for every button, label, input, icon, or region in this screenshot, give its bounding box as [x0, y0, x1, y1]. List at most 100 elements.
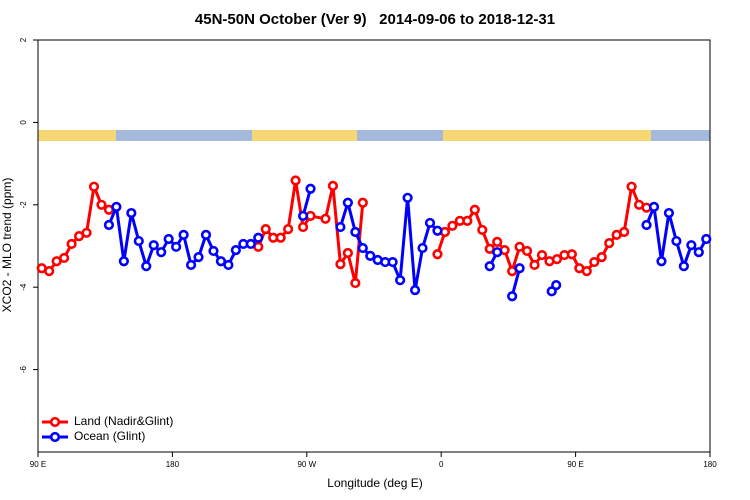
- series-line: [41, 178, 648, 285]
- data-point: [350, 226, 361, 238]
- data-point: [118, 256, 129, 267]
- data-point: [604, 238, 615, 249]
- x-tick-label: 90 W: [297, 460, 316, 469]
- data-point: [342, 247, 353, 259]
- x-axis-label: Longitude (deg E): [327, 476, 422, 490]
- data-point: [536, 249, 548, 261]
- data-point: [245, 238, 256, 250]
- data-point: [492, 247, 503, 258]
- data-point: [551, 280, 562, 291]
- data-point: [462, 215, 473, 226]
- data-point: [678, 261, 689, 272]
- data-point: [619, 226, 630, 238]
- data-point: [357, 242, 368, 254]
- data-point: [671, 235, 682, 247]
- data-point: [200, 229, 212, 240]
- data-point: [551, 254, 563, 265]
- data-point: [335, 259, 346, 270]
- x-tick-label: 90 E: [567, 460, 583, 469]
- land-band: [38, 130, 116, 141]
- data-point: [447, 220, 458, 231]
- data-point: [320, 213, 331, 224]
- data-point: [297, 210, 309, 222]
- chart-title: 45N-50N October (Ver 9) 2014-09-06 to 20…: [195, 11, 555, 28]
- data-point: [215, 256, 227, 267]
- data-point: [686, 240, 697, 251]
- data-point: [641, 219, 652, 231]
- land-band: [252, 130, 357, 141]
- data-point: [297, 221, 309, 233]
- data-point: [193, 252, 204, 263]
- data-point: [335, 221, 346, 233]
- data-point: [290, 175, 301, 186]
- data-point: [342, 197, 353, 208]
- data-point: [230, 245, 241, 256]
- data-point: [648, 201, 660, 212]
- data-point: [44, 266, 55, 277]
- data-point: [693, 247, 704, 258]
- legend-label: Land (Nadir&Glint): [74, 414, 173, 428]
- plot-frame: [37, 39, 711, 453]
- data-point: [701, 233, 712, 245]
- data-point: [365, 250, 376, 261]
- data-point: [484, 261, 495, 272]
- data-point: [103, 219, 115, 231]
- data-point: [327, 180, 339, 191]
- data-point: [514, 241, 525, 252]
- data-point: [566, 249, 577, 260]
- data-point: [275, 232, 286, 243]
- data-point: [589, 256, 600, 268]
- x-tick-label: 180: [703, 460, 717, 469]
- data-point: [178, 229, 189, 240]
- data-point: [66, 238, 77, 250]
- data-point: [133, 235, 144, 247]
- y-axis-label: XCO2 - MLO trend (ppm): [0, 178, 14, 313]
- x-tick-label: 0: [439, 460, 444, 469]
- data-point: [141, 261, 152, 272]
- data-point: [663, 207, 675, 219]
- data-point: [596, 252, 607, 263]
- legend-marker: [49, 416, 61, 428]
- land-band: [443, 130, 651, 141]
- data-point: [581, 266, 592, 277]
- data-point: [432, 249, 443, 260]
- data-point: [432, 225, 443, 236]
- data-point: [656, 256, 667, 267]
- data-point: [283, 224, 294, 235]
- data-point: [156, 247, 167, 258]
- data-point: [163, 233, 174, 245]
- data-point: [395, 275, 406, 286]
- data-point: [171, 241, 182, 252]
- data-point: [260, 224, 271, 235]
- data-point: [357, 197, 368, 208]
- y-tick-label: -2: [19, 201, 28, 209]
- data-point: [469, 204, 480, 215]
- data-point: [305, 183, 316, 194]
- series-line: [107, 188, 708, 297]
- data-point: [477, 224, 488, 236]
- data-point: [350, 277, 361, 289]
- data-point: [208, 245, 219, 257]
- data-point: [111, 201, 122, 212]
- data-point: [514, 263, 525, 274]
- data-point: [529, 259, 540, 271]
- data-point: [88, 181, 100, 192]
- data-point: [59, 252, 70, 264]
- ocean-band: [38, 130, 710, 141]
- data-point: [126, 207, 137, 219]
- data-point: [424, 217, 436, 229]
- data-point: [626, 181, 637, 192]
- data-point: [253, 232, 264, 243]
- data-point: [417, 242, 428, 254]
- x-tick-label: 180: [166, 460, 180, 469]
- land-ocean-strip: [38, 130, 710, 141]
- data-point: [81, 227, 92, 238]
- data-point: [521, 245, 533, 257]
- data-point: [387, 256, 398, 268]
- legend-label: Ocean (Glint): [74, 429, 145, 443]
- x-tick-label: 90 E: [30, 460, 46, 469]
- data-point: [185, 259, 197, 271]
- data-point: [492, 236, 503, 247]
- data-point: [507, 291, 518, 302]
